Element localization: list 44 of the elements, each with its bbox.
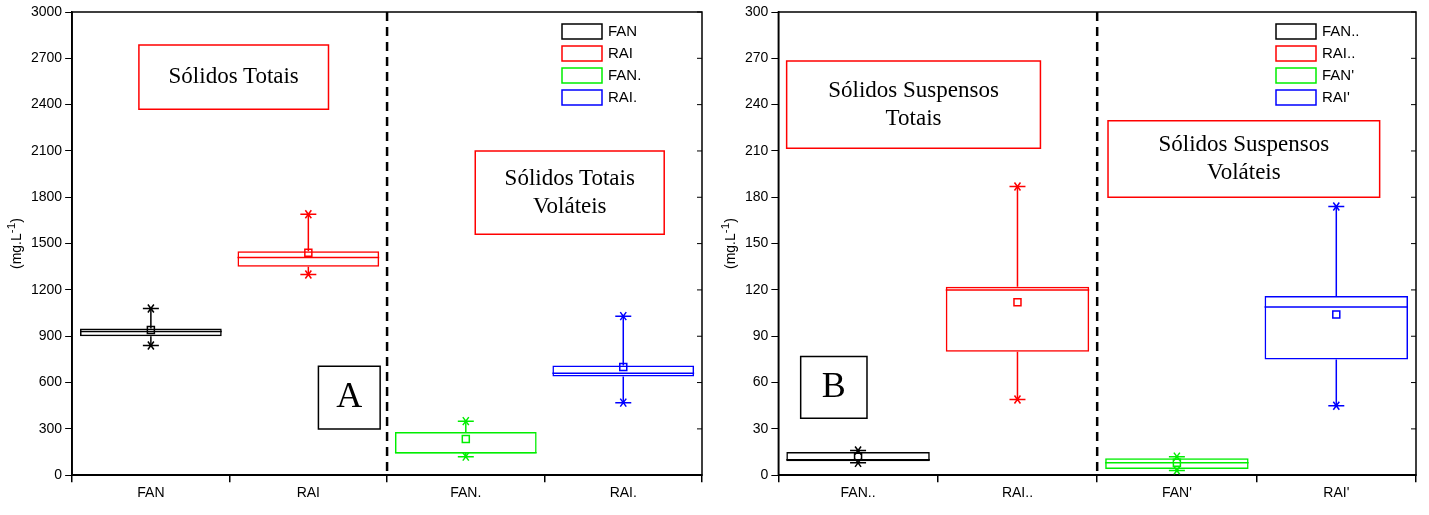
y-tick-label: 1200 (30, 280, 63, 297)
y-tick-label: 270 (745, 49, 769, 66)
y-tick-label: 0 (760, 466, 769, 483)
legend-label: RAI. (608, 88, 638, 106)
legend-label: FAN' (1322, 66, 1355, 84)
y-tick-label: 3000 (30, 2, 63, 19)
x-tick-label: FAN' (1161, 484, 1192, 501)
legend-label: FAN. (608, 66, 642, 84)
y-tick-label: 30 (752, 419, 769, 436)
legend-label: RAI (608, 44, 634, 62)
legend-label: FAN (608, 22, 638, 40)
x-tick-label: RAI. (609, 484, 637, 501)
y-tick-label: 1800 (30, 188, 63, 205)
x-tick-label: RAI' (1323, 484, 1350, 501)
y-tick-label: 2100 (30, 141, 63, 158)
legend-label: RAI' (1322, 88, 1350, 106)
y-tick-label: 210 (745, 141, 769, 158)
annotation: A (336, 375, 363, 416)
y-tick-label: 150 (745, 234, 769, 251)
y-tick-label: 600 (38, 373, 63, 390)
y-tick-label: 90 (752, 327, 769, 344)
x-tick-label: FAN (137, 484, 165, 501)
annotation: Sólidos Suspensos Totais (828, 76, 999, 130)
y-tick-label: 300 (745, 2, 769, 19)
legend-label: RAI.. (1322, 44, 1356, 62)
y-tick-label: 0 (54, 466, 63, 483)
x-tick-label: FAN.. (840, 484, 876, 501)
annotation: Sólidos Suspensos Voláteis (1158, 131, 1330, 185)
y-tick-label: 2400 (30, 95, 63, 112)
y-tick-label: 300 (38, 419, 63, 436)
annotation: Sólidos Totais (168, 63, 299, 89)
annotation: B (821, 364, 846, 405)
y-tick-label: 1500 (30, 234, 63, 251)
x-tick-label: RAI (296, 484, 321, 501)
x-tick-label: RAI.. (1001, 484, 1034, 501)
legend-label: FAN.. (1322, 22, 1360, 40)
y-tick-label: 180 (745, 188, 769, 205)
y-tick-label: 900 (38, 327, 63, 344)
y-tick-label: 240 (745, 95, 769, 112)
annotation: Sólidos Totais Voláteis (504, 164, 635, 218)
y-tick-label: 120 (745, 280, 769, 297)
x-tick-label: FAN. (450, 484, 482, 501)
y-tick-label: 60 (752, 373, 769, 390)
y-tick-label: 2700 (30, 49, 63, 66)
